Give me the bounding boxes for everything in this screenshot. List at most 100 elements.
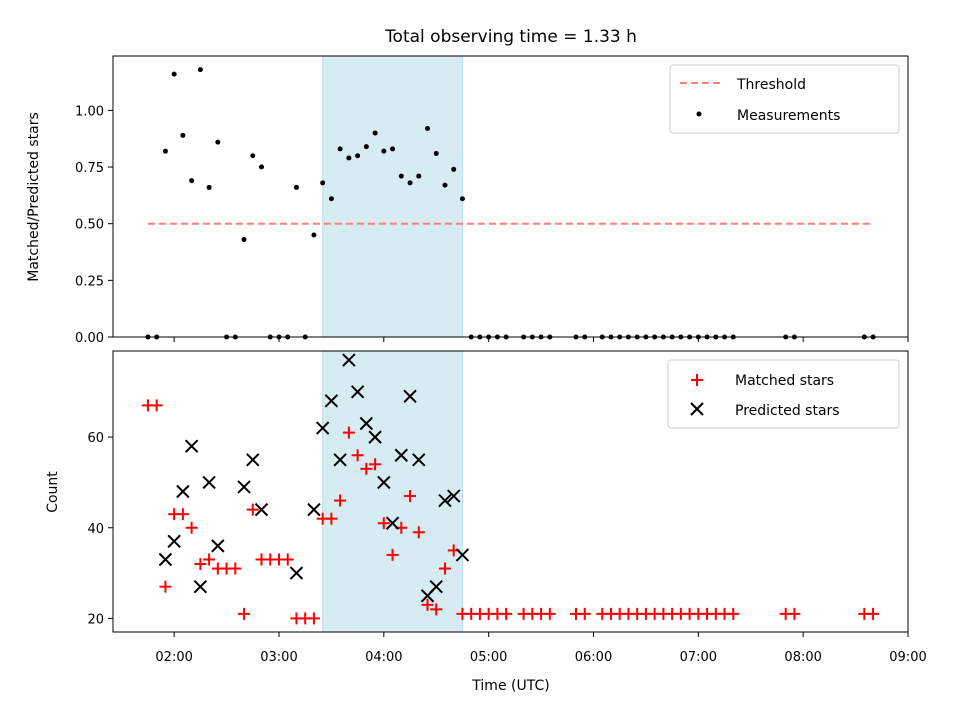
measurement-point [433, 150, 439, 156]
predicted-star-mark [385, 516, 400, 530]
bottom-xtick-label: 06:00 [575, 650, 612, 665]
top-y-ticks: 0.00 0.25 0.50 0.75 1.00 [75, 104, 113, 346]
matched-star-mark [788, 607, 801, 620]
predicted-star-mark [438, 493, 452, 508]
predicted-star-mark [333, 453, 347, 467]
matched-star-mark [404, 490, 417, 503]
matched-star-mark [543, 607, 556, 620]
measurement-point [241, 237, 247, 243]
bottom-xtick-label: 05:00 [470, 650, 507, 665]
matched-star-mark [500, 607, 513, 620]
measurement-point [320, 180, 326, 186]
bottom-highlight-span [322, 350, 463, 633]
matched-star-mark [369, 458, 382, 471]
measurement-point [407, 180, 413, 186]
measurement-point [189, 178, 195, 184]
measurement-point [372, 130, 378, 136]
bottom-xtick-label: 03:00 [260, 650, 297, 665]
predicted-star-mark [342, 353, 356, 367]
measurement-point [390, 146, 396, 152]
predicted-star-mark [412, 453, 426, 467]
matched-star-mark [238, 607, 251, 620]
top-ytick-label: 0.00 [75, 331, 104, 346]
matched-star-mark [150, 399, 163, 412]
matched-star-mark [438, 562, 451, 575]
matched-star-mark [203, 553, 216, 566]
matched-star-mark [176, 508, 189, 521]
matched-star-mark [421, 598, 434, 611]
measurement-point [442, 182, 448, 188]
bottom-xtick-label: 07:00 [680, 650, 717, 665]
predicted-star-mark [307, 502, 321, 517]
predicted-star-mark [193, 579, 208, 594]
measurement-point [259, 164, 265, 170]
measurement-point [337, 146, 343, 152]
predicted-star-mark [394, 448, 409, 462]
matched-star-mark [578, 607, 591, 620]
matched-star-mark [229, 562, 242, 575]
top-y-axis-label: Matched/Predicted stars [26, 112, 42, 282]
measurement-point [180, 132, 186, 138]
measurement-point [363, 144, 369, 150]
measurement-point [425, 126, 431, 132]
top-legend: Threshold Measurements [669, 64, 900, 134]
bottom-ytick-label: 40 [87, 522, 104, 537]
matched-star-mark [246, 503, 259, 516]
predicted-star-mark [289, 566, 304, 580]
matched-star-mark [194, 558, 207, 571]
predicted-star-mark [359, 416, 374, 431]
top-panel: Total observing time = 1.33 h 0.000.250.… [26, 27, 909, 346]
matched-star-mark [159, 580, 172, 593]
measurement-point [451, 166, 457, 172]
bottom-y-ticks: 20 40 60 [87, 431, 113, 627]
matched-star-mark [325, 512, 338, 525]
predicted-star-mark [403, 389, 417, 404]
predicted-star-mark [167, 534, 181, 549]
matched-star-mark [351, 449, 364, 462]
bottom-xtick-label: 08:00 [784, 650, 821, 665]
bottom-x-ticks: 02:00 03:00 04:00 05:00 06:00 07:00 08:00 09:00 [155, 632, 927, 665]
legend-predicted-label: Predicted stars [735, 403, 840, 419]
predicted-star-mark [254, 502, 269, 517]
top-legend-box [669, 64, 900, 134]
matched-star-mark [412, 526, 425, 539]
bottom-panel: 20 40 60 02:00 03:00 04:00 05:00 06:00 07:00 08:… [45, 350, 927, 694]
matched-star-mark [867, 607, 880, 620]
measurement-point [206, 184, 212, 190]
legend-matched-swatch [691, 374, 703, 386]
matched-star-mark [334, 494, 347, 507]
predicted-star-mark [429, 579, 443, 594]
measurement-point [381, 148, 387, 154]
top-x-ticks [173, 337, 909, 342]
predicted-star-mark [246, 453, 260, 467]
measurement-point [171, 71, 177, 77]
bottom-marks [141, 353, 880, 625]
measurement-point [215, 139, 221, 145]
matched-star-mark [727, 607, 740, 620]
matched-star-mark [377, 517, 390, 530]
legend-measurements-label: Measurements [737, 108, 840, 124]
predicted-star-mark [368, 430, 382, 444]
measurement-point [311, 232, 317, 238]
bottom-xtick-label: 02:00 [155, 650, 192, 665]
measurement-point [355, 153, 361, 159]
predicted-star-mark [447, 489, 461, 503]
legend-threshold-label: Threshold [736, 77, 806, 93]
predicted-star-mark [324, 394, 339, 408]
legend-predicted-swatch [690, 402, 704, 416]
measurement-point [416, 173, 422, 179]
predicted-star-mark [176, 484, 190, 499]
bottom-ytick-label: 60 [87, 431, 104, 446]
bottom-legend-box [667, 359, 900, 429]
bottom-xtick-label: 04:00 [365, 650, 402, 665]
chart-title: Total observing time = 1.33 h [384, 27, 637, 47]
measurement-point [346, 155, 352, 161]
measurement-point [162, 148, 168, 154]
matched-star-mark [430, 603, 443, 616]
bottom-xtick-label: 09:00 [889, 650, 926, 665]
measurement-point [459, 196, 465, 202]
matched-star-mark [281, 553, 294, 566]
matched-star-mark [185, 521, 198, 534]
top-ytick-label: 0.25 [75, 274, 104, 289]
top-ytick-label: 1.00 [75, 104, 104, 119]
